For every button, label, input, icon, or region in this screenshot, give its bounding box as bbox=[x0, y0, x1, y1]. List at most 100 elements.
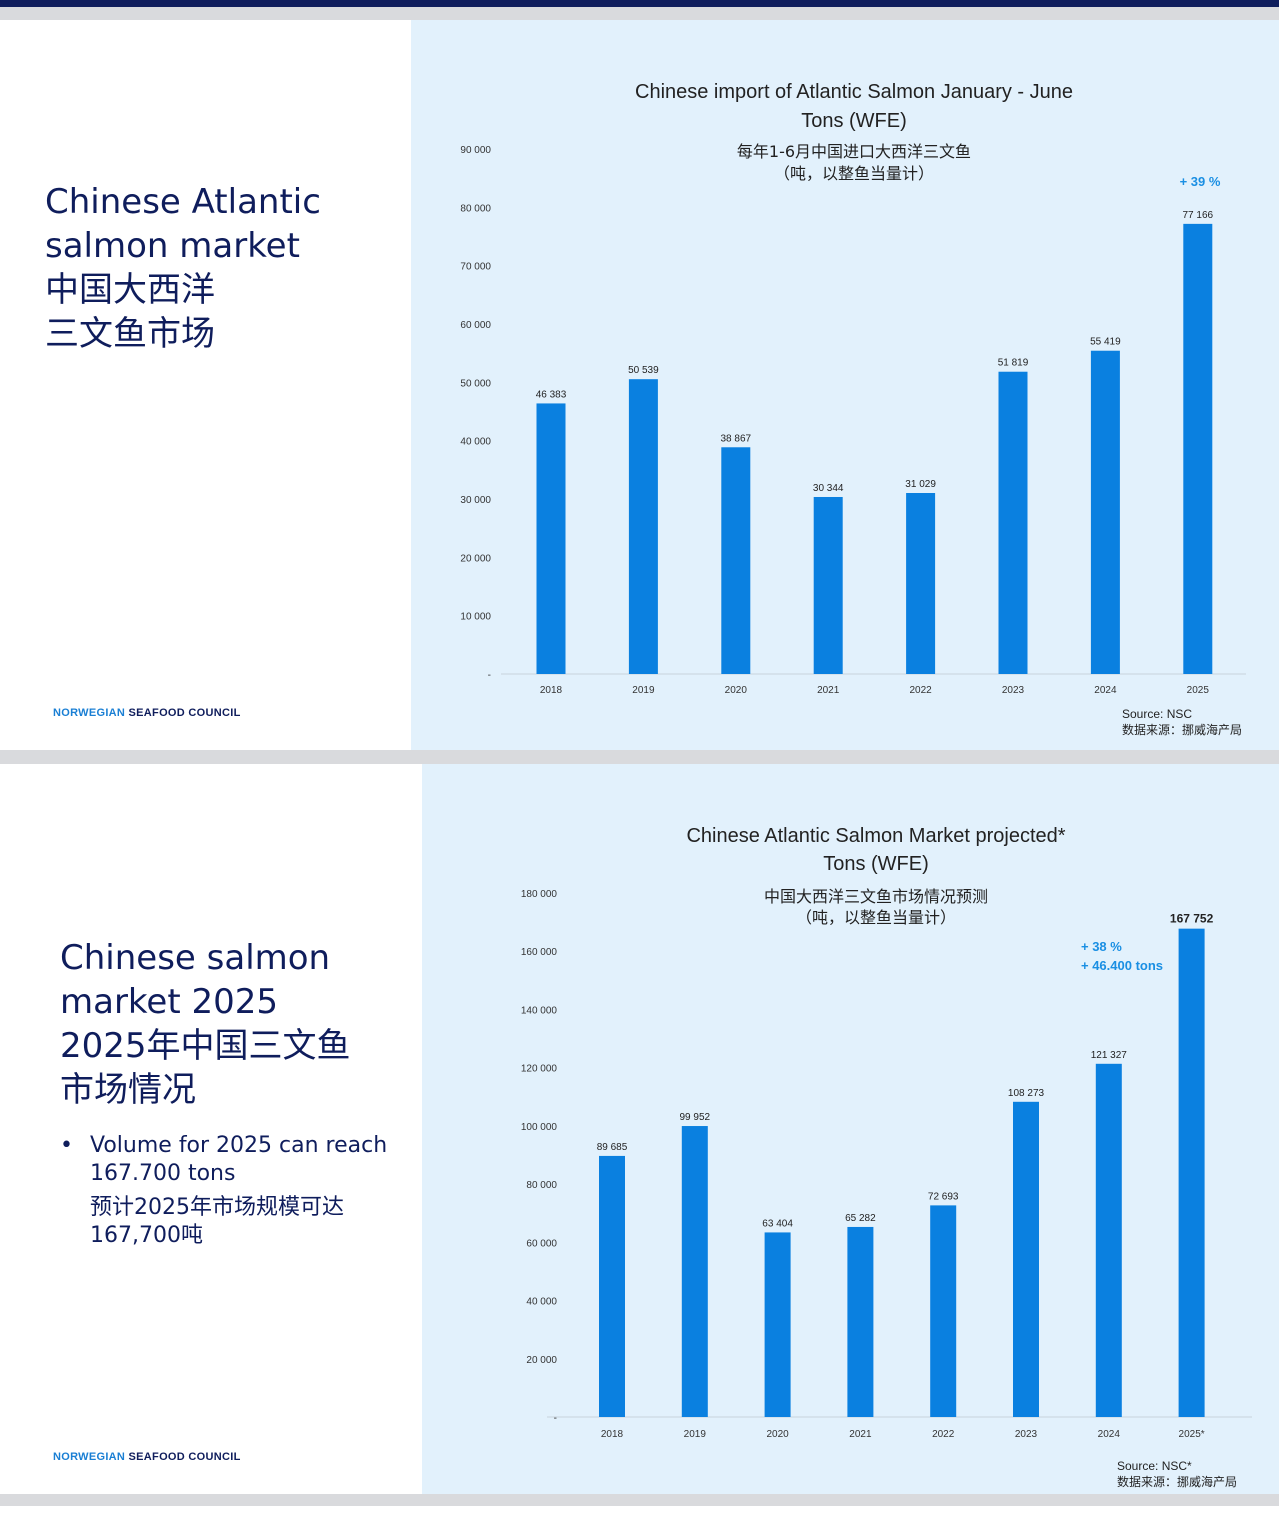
source-line: 数据来源：挪威海产局 bbox=[1122, 723, 1243, 737]
bar bbox=[1183, 223, 1213, 675]
source-line: Source: NSC bbox=[1122, 707, 1193, 721]
y-tick-label: 120 000 bbox=[521, 1064, 558, 1075]
bar-value-label: 108 273 bbox=[1008, 1088, 1045, 1099]
y-tick-label: 20 000 bbox=[460, 553, 491, 564]
brand-part-2: SEAFOOD COUNCIL bbox=[125, 1451, 241, 1463]
y-tick-label: - bbox=[488, 670, 491, 681]
y-tick-label: 40 000 bbox=[460, 437, 491, 448]
bullet-line: 167.700 tons bbox=[90, 1161, 236, 1186]
bar bbox=[681, 1126, 708, 1417]
bar-value-label: 72 693 bbox=[928, 1191, 959, 1202]
bottom-strip bbox=[0, 1506, 1279, 1522]
chart-title-cn: 每年1-6月中国进口大西洋三文鱼 bbox=[737, 142, 971, 161]
title-line: 市场情况 bbox=[60, 1070, 196, 1110]
y-tick-label: 60 000 bbox=[526, 1238, 557, 1249]
bar bbox=[906, 492, 936, 674]
x-tick-label: 2019 bbox=[632, 685, 655, 696]
chart-subtitle-cn: （吨，以整鱼当量计） bbox=[774, 164, 934, 183]
bar bbox=[536, 403, 566, 674]
y-tick-label: 50 000 bbox=[460, 378, 491, 389]
top-bar bbox=[0, 0, 1279, 7]
x-tick-label: 2021 bbox=[817, 685, 840, 696]
x-tick-label: 2023 bbox=[1002, 685, 1025, 696]
bar bbox=[599, 1155, 625, 1417]
chart-subtitle: Tons (WFE) bbox=[823, 853, 929, 875]
chart-panel-2: Chinese Atlantic Salmon Market projected… bbox=[422, 764, 1279, 1494]
x-tick-label: 2025 bbox=[1187, 685, 1210, 696]
x-tick-label: 2018 bbox=[540, 685, 563, 696]
bar bbox=[721, 447, 751, 674]
bar-value-label: 77 166 bbox=[1183, 210, 1214, 221]
slide-1: Chinese Atlantic salmon market 中国大西洋 三文鱼… bbox=[0, 20, 1279, 750]
chart-title-cn: 中国大西洋三文鱼市场情况预测 bbox=[764, 887, 988, 906]
y-tick-label: 80 000 bbox=[460, 203, 491, 214]
y-tick-label: 70 000 bbox=[460, 262, 491, 273]
y-tick-label: 30 000 bbox=[460, 495, 491, 506]
bar bbox=[1013, 1101, 1039, 1417]
title-line: salmon market bbox=[45, 226, 300, 266]
growth-annotation: + 39 % bbox=[1180, 174, 1221, 189]
bar-value-label: 38 867 bbox=[721, 433, 752, 444]
chart-title: Chinese import of Atlantic Salmon Januar… bbox=[635, 81, 1073, 103]
title-line: 中国大西洋 bbox=[45, 270, 215, 310]
bar bbox=[1090, 350, 1120, 674]
y-tick-label: 100 000 bbox=[521, 1122, 558, 1133]
brand-part-1: NORWEGIAN bbox=[53, 1451, 126, 1463]
bar bbox=[628, 379, 658, 674]
source-note: Source: NSC 数据来源：挪威海产局 bbox=[1122, 706, 1242, 738]
y-tick-label: 40 000 bbox=[526, 1297, 557, 1308]
bar bbox=[930, 1205, 957, 1417]
x-tick-label: 2022 bbox=[932, 1429, 955, 1440]
chart-subtitle: Tons (WFE) bbox=[801, 110, 907, 132]
chart-subtitle-cn: （吨，以整鱼当量计） bbox=[796, 908, 956, 927]
x-tick-label: 2020 bbox=[725, 685, 748, 696]
bar bbox=[764, 1232, 791, 1417]
bar bbox=[998, 371, 1028, 674]
title-line: Chinese Atlantic bbox=[45, 182, 321, 222]
y-tick-label: 60 000 bbox=[460, 320, 491, 331]
slide-2-title: Chinese salmon market 2025 2025年中国三文鱼 市场… bbox=[60, 936, 351, 1112]
y-tick-label: 80 000 bbox=[526, 1180, 557, 1191]
chart-panel-1: Chinese import of Atlantic Salmon Januar… bbox=[411, 20, 1279, 750]
bar bbox=[847, 1226, 874, 1417]
bar-value-label: 65 282 bbox=[845, 1213, 876, 1224]
title-line: Chinese salmon bbox=[60, 938, 331, 978]
bullet-line: 预计2025年市场规模可达 bbox=[90, 1195, 344, 1220]
bar-value-label: 89 685 bbox=[597, 1142, 628, 1153]
bar bbox=[813, 496, 843, 674]
brand-logo: NORWEGIAN SEAFOOD COUNCIL bbox=[53, 707, 241, 719]
bar-value-label: 55 419 bbox=[1090, 337, 1121, 348]
x-tick-label: 2021 bbox=[849, 1429, 872, 1440]
growth-annotation: + 38 % bbox=[1081, 939, 1122, 954]
x-tick-label: 2018 bbox=[601, 1429, 624, 1440]
bar bbox=[1178, 928, 1205, 1417]
bar-value-label: 99 952 bbox=[680, 1112, 711, 1123]
brand-part-1: NORWEGIAN bbox=[53, 707, 126, 719]
bar-chart-1: Chinese import of Atlantic Salmon Januar… bbox=[460, 81, 1246, 696]
bar-value-label: 31 029 bbox=[905, 479, 936, 490]
x-tick-label: 2020 bbox=[766, 1429, 789, 1440]
bar-value-label: 167 752 bbox=[1170, 912, 1214, 926]
source-line: Source: NSC* bbox=[1117, 1459, 1192, 1473]
bar-value-label: 50 539 bbox=[628, 365, 659, 376]
bar-value-label: 51 819 bbox=[998, 358, 1029, 369]
bullet-line: 167,700吨 bbox=[90, 1223, 203, 1248]
x-tick-label: 2024 bbox=[1094, 685, 1117, 696]
slide-1-title: Chinese Atlantic salmon market 中国大西洋 三文鱼… bbox=[45, 180, 321, 356]
bar bbox=[1095, 1063, 1122, 1417]
title-line: 2025年中国三文鱼 bbox=[60, 1026, 351, 1066]
bar-value-label: 30 344 bbox=[813, 483, 844, 494]
y-tick-label: 180 000 bbox=[521, 889, 558, 900]
bar-value-label: 63 404 bbox=[762, 1218, 793, 1229]
x-tick-label: 2024 bbox=[1098, 1429, 1121, 1440]
x-tick-label: 2022 bbox=[909, 685, 932, 696]
bullet-line: Volume for 2025 can reach bbox=[90, 1133, 388, 1158]
bar-chart-2: Chinese Atlantic Salmon Market projected… bbox=[521, 825, 1252, 1440]
y-tick-label: - bbox=[554, 1413, 557, 1424]
title-line: market 2025 bbox=[60, 982, 278, 1022]
y-tick-label: 90 000 bbox=[460, 145, 491, 156]
x-tick-label: 2023 bbox=[1015, 1429, 1038, 1440]
brand-part-2: SEAFOOD COUNCIL bbox=[125, 707, 241, 719]
chart-title: Chinese Atlantic Salmon Market projected… bbox=[686, 825, 1065, 847]
bar-value-label: 121 327 bbox=[1091, 1050, 1128, 1061]
